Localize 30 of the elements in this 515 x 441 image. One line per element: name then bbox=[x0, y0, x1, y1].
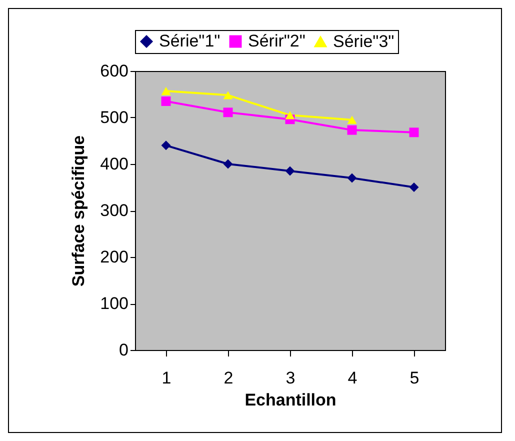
y-tick-label: 0 bbox=[119, 340, 128, 360]
y-tick-label: 400 bbox=[100, 154, 128, 174]
legend-label: Série"3" bbox=[333, 32, 394, 51]
x-tick-label: 5 bbox=[410, 368, 420, 388]
legend-label: Sérir"2" bbox=[248, 32, 306, 51]
point bbox=[161, 86, 171, 96]
y-tick-label: 600 bbox=[100, 62, 128, 80]
point bbox=[285, 166, 295, 176]
point bbox=[223, 159, 233, 169]
y-tick-label: 500 bbox=[100, 108, 128, 127]
x-tick-label: 3 bbox=[286, 368, 296, 388]
x-tick-label: 1 bbox=[162, 368, 172, 388]
x-axis-title: Echantillon bbox=[244, 390, 336, 410]
point bbox=[223, 91, 233, 100]
point bbox=[285, 111, 295, 120]
legend-label: Série"1" bbox=[159, 32, 220, 51]
y-tick-label: 200 bbox=[100, 248, 128, 266]
point bbox=[347, 116, 357, 124]
x-tick-label: 4 bbox=[348, 368, 358, 388]
point bbox=[161, 140, 171, 150]
point bbox=[223, 108, 233, 118]
point bbox=[409, 128, 419, 138]
x-tick-label: 2 bbox=[224, 368, 234, 388]
point bbox=[347, 173, 357, 183]
point bbox=[347, 125, 357, 135]
point bbox=[161, 96, 171, 106]
point bbox=[409, 182, 419, 192]
y-tick-label: 100 bbox=[100, 294, 128, 313]
y-tick-label: 300 bbox=[100, 201, 128, 220]
y-axis-title: Surface spécifique bbox=[69, 135, 88, 287]
